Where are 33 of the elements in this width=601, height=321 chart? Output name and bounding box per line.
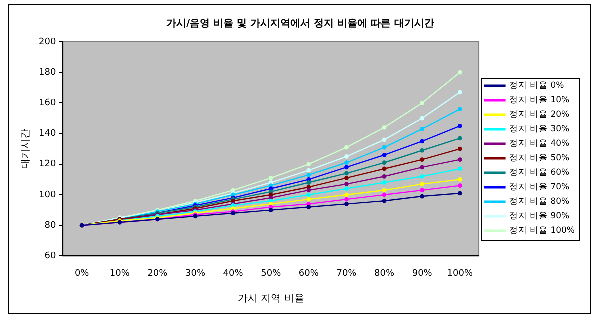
x-tick-label: 50%: [261, 268, 282, 279]
x-tick-label: 60%: [298, 268, 320, 279]
legend-label: 정지 비율 30%: [509, 124, 570, 135]
x-tick-label: 0%: [74, 268, 90, 279]
legend-label: 정지 비율 50%: [509, 154, 570, 164]
legend-label: 정지 비율 20%: [509, 110, 570, 120]
x-tick-label: 80%: [374, 268, 395, 279]
y-tick-label: 60: [44, 252, 56, 262]
legend-label: 정지 비율 90%: [509, 212, 570, 222]
legend-label: 정지 비율 10%: [509, 96, 570, 106]
legend-label: 정지 비율 0%: [509, 81, 564, 92]
legend-label: 정지 비율 70%: [509, 182, 570, 193]
y-tick-label: 180: [38, 68, 56, 78]
legend-label: 정지 비율 100%: [509, 226, 576, 236]
x-tick-label: 100%: [447, 268, 474, 279]
y-tick-label: 160: [38, 98, 56, 109]
x-tick-label: 20%: [148, 268, 168, 279]
legend-label: 정지 비율 80%: [509, 197, 570, 208]
legend-label: 정지 비율 40%: [509, 139, 570, 150]
legend-label: 정지 비율 60%: [509, 168, 570, 178]
x-tick-label: 90%: [412, 268, 433, 279]
x-tick-label: 70%: [336, 268, 358, 279]
x-axis-title: 가시 지역 비율: [238, 294, 304, 305]
y-axis-title: 대기시간: [20, 129, 32, 170]
x-tick-label: 30%: [185, 268, 206, 279]
x-tick-label: 40%: [223, 268, 244, 279]
y-tick-label: 140: [38, 129, 56, 140]
y-tick-label: 80: [44, 220, 56, 231]
x-tick-label: 10%: [110, 268, 130, 279]
y-tick-label: 200: [38, 37, 56, 48]
chart-title: 가시/음영 비율 및 가시지역에서 정지 비율에 따른 대기시간: [166, 18, 435, 30]
y-tick-label: 100: [38, 190, 56, 200]
y-tick-label: 120: [38, 160, 56, 170]
